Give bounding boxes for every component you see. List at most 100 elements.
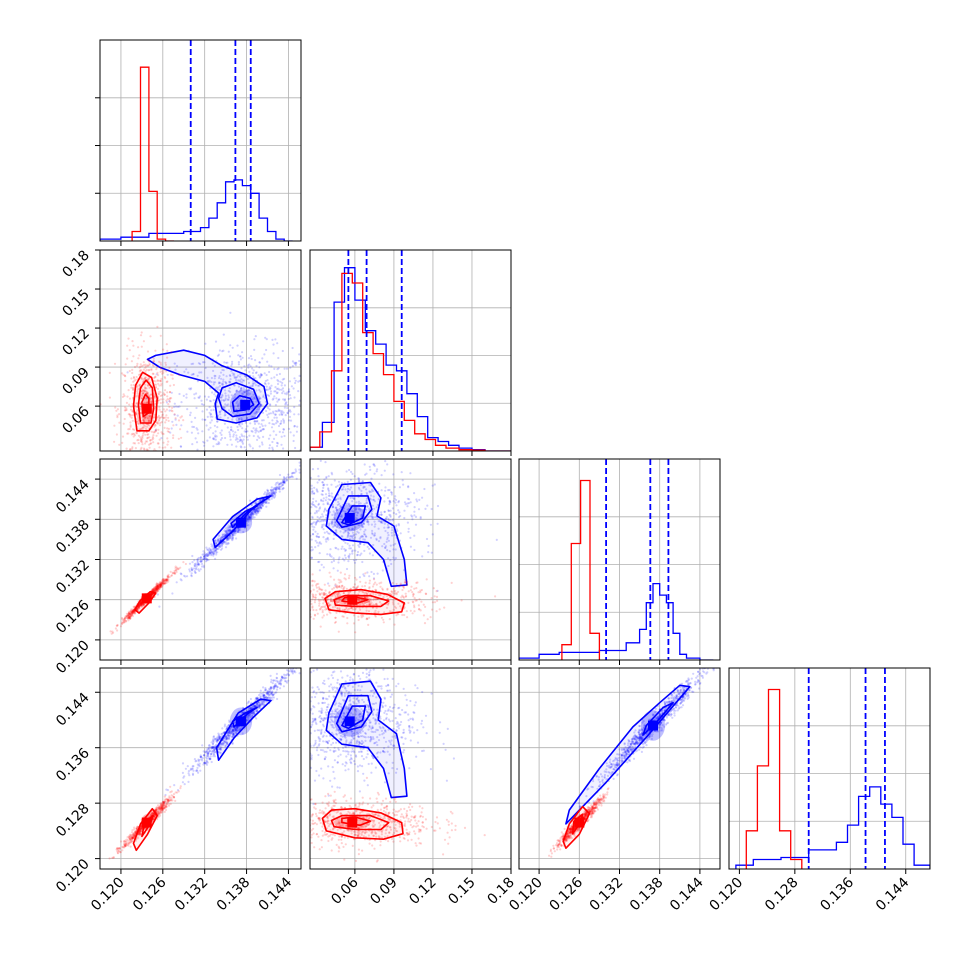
histogram-blue <box>310 267 511 451</box>
panel-frame <box>99 39 302 242</box>
x-tick-label: 0.12 <box>406 875 439 908</box>
diag-panel-3 <box>518 458 721 665</box>
pair-panel-1-2: 0.06 0.09 0.12 0.15 0.18 <box>59 248 302 456</box>
contour-blue <box>230 505 258 529</box>
contour-blue <box>325 481 408 588</box>
scatter-blue <box>310 459 498 593</box>
gridlines <box>100 668 301 869</box>
histogram-red <box>561 479 601 660</box>
contour-blue <box>335 495 373 529</box>
panel-frame <box>99 667 302 870</box>
density-peak-red <box>347 594 358 605</box>
y-tick-label: 0.120 <box>53 637 93 677</box>
x-tick-label: 0.09 <box>367 875 400 908</box>
density-peak-red <box>574 817 585 828</box>
y-tick-label: 0.138 <box>53 517 93 557</box>
contour-blue <box>642 701 674 737</box>
contour-red <box>134 590 157 614</box>
gridlines <box>729 668 930 869</box>
histogram-red <box>310 272 511 451</box>
x-tick-label: 0.120 <box>707 875 747 915</box>
contour-red <box>141 393 150 418</box>
density-peak-red <box>141 403 152 414</box>
x-tick-label: 0.132 <box>587 875 627 915</box>
y-tick-label: 0.144 <box>53 690 93 730</box>
y-tick-label: 0.06 <box>59 404 92 437</box>
diag-panel-2 <box>309 249 512 456</box>
contour-blue <box>335 694 373 733</box>
density-peak-red <box>141 817 152 828</box>
x-tick-label: 0.120 <box>88 875 128 915</box>
contour-red <box>341 816 372 827</box>
x-tick-label: 0.144 <box>873 874 913 914</box>
y-tick-label: 0.128 <box>53 801 93 841</box>
contour-blue <box>341 705 367 730</box>
diag-panel-1 <box>95 39 302 246</box>
x-tick-label: 0.06 <box>328 874 361 907</box>
contour-blue <box>215 698 272 762</box>
x-tick-label: 0.128 <box>762 875 802 915</box>
panel-frame <box>99 249 302 452</box>
y-tick-label: 0.132 <box>53 557 93 597</box>
histogram-red <box>745 688 803 869</box>
x-tick-label: 0.126 <box>130 874 170 914</box>
panel-frame <box>309 458 512 661</box>
panel-frame <box>309 249 512 452</box>
x-tick-label: 0.144 <box>256 874 296 914</box>
scatter-blue <box>310 668 455 806</box>
gridlines <box>519 668 720 869</box>
density-peak-blue <box>344 512 355 523</box>
pair-panel-2-4: 0.06 0.09 0.12 0.15 0.18 <box>309 667 518 908</box>
x-tick-label: 0.15 <box>445 875 478 908</box>
x-tick-label: 0.144 <box>667 874 707 914</box>
y-tick-label: 0.18 <box>59 248 92 281</box>
pair-panel-1-4: 0.120 0.126 0.132 0.138 0.1440.1200.1280.136… <box>53 667 302 915</box>
diag-panel-4: 0.120 0.128 0.136 0.144 <box>707 667 931 915</box>
contour-blue <box>231 706 258 728</box>
contour-red <box>571 813 584 835</box>
density-peak-blue <box>235 716 246 727</box>
contour-blue <box>212 495 272 549</box>
y-tick-label: 0.120 <box>53 856 93 896</box>
corner-plot-panels: 0.120 0.128 0.136 0.1440.060.090.120.150.18… <box>53 39 931 915</box>
contour-red <box>333 594 390 608</box>
gridlines <box>100 459 301 660</box>
y-tick-label: 0.136 <box>53 745 93 785</box>
panel-frame <box>728 667 931 870</box>
y-tick-label: 0.126 <box>53 597 93 637</box>
x-tick-label: 0.132 <box>172 875 212 915</box>
scatter-red <box>310 776 486 863</box>
contour-red <box>137 379 155 424</box>
density-peak-blue <box>240 399 251 410</box>
contour-red <box>330 814 390 831</box>
y-tick-label: 0.09 <box>59 365 92 398</box>
contour-blue <box>146 349 269 424</box>
density-peak-red <box>347 817 358 828</box>
contour-blue <box>231 394 255 413</box>
pair-panel-2-3 <box>309 458 512 665</box>
y-tick-label: 0.144 <box>53 477 93 517</box>
histogram-blue <box>519 582 714 660</box>
histogram-blue <box>735 786 930 869</box>
panel-frame <box>309 667 512 870</box>
density-peak-red <box>141 593 152 604</box>
histogram-red <box>131 66 174 241</box>
x-tick-label: 0.138 <box>214 875 254 915</box>
gridlines <box>100 40 301 241</box>
gridlines <box>519 459 720 660</box>
y-tick-label: 0.15 <box>59 287 92 320</box>
contour-blue <box>341 505 367 526</box>
histogram-blue <box>100 179 293 241</box>
x-tick-label: 0.138 <box>627 875 667 915</box>
x-tick-label: 0.126 <box>546 874 586 914</box>
contour-blue <box>217 381 260 418</box>
density-peak-blue <box>344 716 355 727</box>
x-tick-label: 0.136 <box>817 874 857 914</box>
contour-blue <box>325 680 408 799</box>
contour-red <box>141 814 154 838</box>
contour-red <box>341 596 369 604</box>
y-tick-label: 0.12 <box>59 326 92 359</box>
scatter-blue <box>577 668 720 809</box>
